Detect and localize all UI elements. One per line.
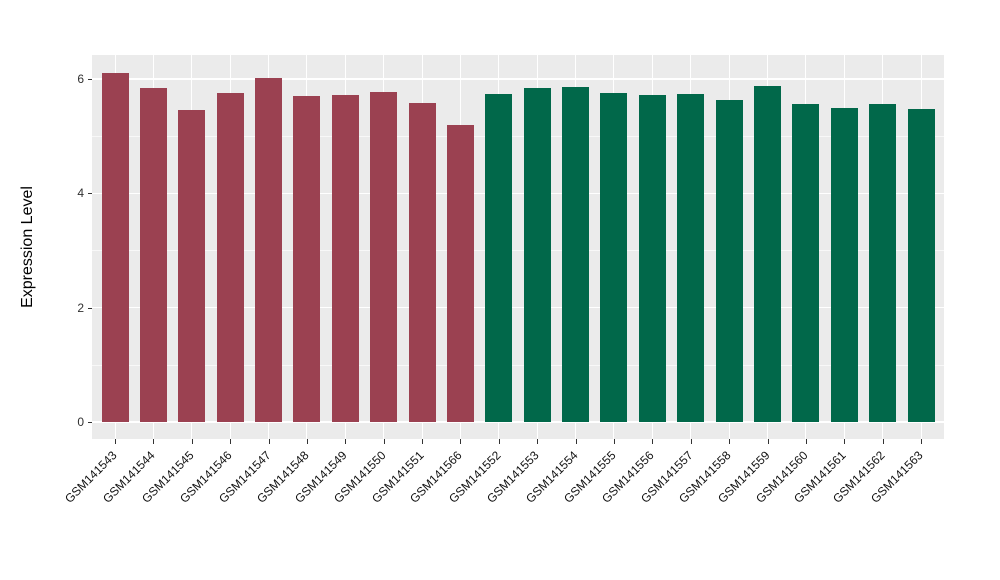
bar-GSM141556 xyxy=(638,95,666,422)
bar-GSM141555 xyxy=(600,92,628,422)
y-tick-mark xyxy=(87,79,92,80)
bar-GSM141559 xyxy=(754,85,781,422)
bar-GSM141560 xyxy=(792,104,820,422)
y-tick-mark xyxy=(87,193,92,195)
bar-GSM141566 xyxy=(446,124,474,422)
bar-GSM141561 xyxy=(830,107,858,422)
x-tick-mark xyxy=(460,439,462,444)
gridline-minor xyxy=(92,250,944,252)
gridline-major xyxy=(92,78,944,80)
x-tick-label: GSM141543 xyxy=(62,448,120,506)
bar-GSM141545 xyxy=(178,109,206,422)
bar-GSM141551 xyxy=(408,103,436,422)
x-tick-mark xyxy=(729,439,731,444)
x-tick-mark xyxy=(115,439,116,444)
bar-GSM141557 xyxy=(677,93,705,422)
x-tick-mark xyxy=(498,439,500,444)
x-tick-mark xyxy=(613,439,615,444)
y-axis-title: Expression Level xyxy=(19,186,36,308)
y-tick-label: 6 xyxy=(77,72,84,86)
y-tick-mark xyxy=(87,307,92,309)
x-tick-mark xyxy=(575,439,577,444)
x-tick-mark xyxy=(767,439,769,444)
x-tick-mark xyxy=(230,439,232,444)
bar-GSM141547 xyxy=(255,78,282,422)
bar-GSM141546 xyxy=(216,92,244,422)
gridline-minor xyxy=(92,364,944,366)
bar-GSM141558 xyxy=(715,99,743,422)
x-tick-mark xyxy=(383,439,385,444)
x-tick-mark xyxy=(882,439,884,444)
x-tick-mark xyxy=(690,439,692,444)
y-tick-label: 2 xyxy=(77,300,84,315)
bar-GSM141563 xyxy=(907,108,935,422)
bar-GSM141549 xyxy=(331,95,359,422)
x-tick-mark xyxy=(537,439,539,444)
plot-panel xyxy=(92,55,944,439)
bar-GSM141554 xyxy=(562,87,590,422)
gridline-major xyxy=(92,421,944,423)
bar-GSM141552 xyxy=(485,93,513,422)
bar-GSM141562 xyxy=(869,103,897,422)
x-tick-mark xyxy=(306,439,308,444)
x-tick-mark xyxy=(844,439,846,444)
gridline-minor xyxy=(92,136,944,138)
bar-GSM141544 xyxy=(139,87,167,422)
y-tick-label: 4 xyxy=(77,186,84,201)
bar-GSM141543 xyxy=(101,73,129,422)
x-tick-mark xyxy=(921,439,922,444)
x-tick-mark xyxy=(805,439,807,444)
x-tick-mark xyxy=(268,439,270,444)
x-tick-mark xyxy=(153,439,155,444)
x-tick-mark xyxy=(191,439,193,444)
x-tick-mark xyxy=(422,439,424,444)
x-tick-mark xyxy=(345,439,347,444)
x-tick-mark xyxy=(652,439,654,444)
bar-GSM141553 xyxy=(523,87,551,422)
y-tick-label: 0 xyxy=(77,414,84,429)
gridline-major xyxy=(92,192,944,194)
y-tick-mark xyxy=(87,421,92,423)
gridline-major xyxy=(92,306,944,309)
bar-GSM141550 xyxy=(370,91,398,422)
bar-GSM141548 xyxy=(293,95,321,422)
